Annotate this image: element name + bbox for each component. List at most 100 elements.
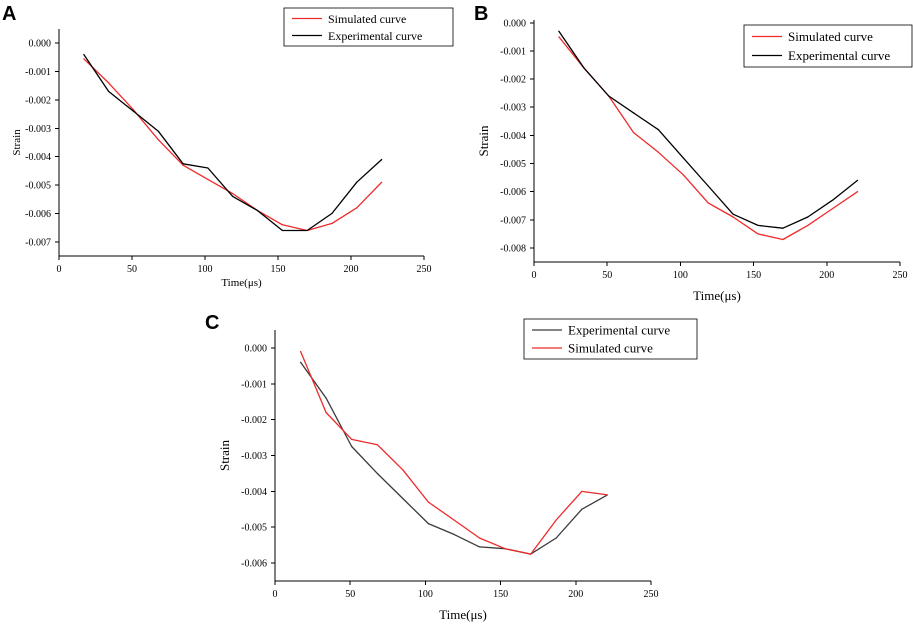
chart-panel-b: 0.000 -0.001 -0.002 -0.003 -0.004 -0.005 -0.00… [476, 18, 913, 303]
data-point-simulated-curve [478, 537, 481, 539]
data-point-simulated-curve [402, 469, 404, 471]
data-point-simulated-curve [182, 164, 184, 166]
data-point-experimental-curve [657, 129, 660, 131]
data-point-simulated-curve [807, 224, 809, 227]
y-tick-label: 0.000 [29, 39, 52, 50]
data-point-experimental-curve [281, 229, 283, 232]
legend-label-simulated-curve: Simulated curve [788, 29, 873, 44]
series-line-experimental-curve [83, 54, 383, 232]
data-point-simulated-curve [381, 181, 383, 183]
y-tick-label: -0.004 [25, 152, 51, 163]
data-point-simulated-curve [299, 350, 302, 353]
x-axis-title: Time(μs) [221, 277, 262, 289]
data-point-simulated-curve [453, 519, 455, 521]
data-point-simulated-curve [558, 36, 560, 38]
x-tick-label: 150 [746, 270, 761, 281]
data-point-simulated-curve [555, 519, 557, 521]
data-point-simulated-curve [232, 192, 234, 195]
x-tick-label: 50 [345, 589, 355, 600]
legend-box [743, 24, 913, 68]
data-point-experimental-curve [782, 227, 784, 229]
x-axis-title: Time(μs) [693, 288, 741, 303]
y-tick-label: -0.008 [500, 243, 526, 254]
data-point-simulated-curve [325, 411, 327, 414]
y-tick-label: -0.004 [241, 487, 267, 498]
data-point-experimental-curve [581, 508, 583, 510]
data-point-simulated-curve [504, 548, 506, 550]
y-tick-label: -0.002 [241, 415, 267, 426]
y-tick-label: 0.000 [245, 343, 268, 354]
data-point-simulated-curve [351, 438, 353, 440]
data-point-experimental-curve [732, 213, 734, 215]
data-point-experimental-curve [351, 445, 353, 448]
x-tick-label: 250 [893, 270, 908, 281]
x-tick-label: 200 [568, 589, 583, 600]
y-tick-label: -0.005 [241, 523, 267, 534]
x-tick-label: 0 [532, 270, 537, 281]
x-tick-label: 0 [57, 264, 62, 275]
chart-panel-c: 0.000 -0.001 -0.002 -0.003 -0.004 -0.005 -0.00… [217, 318, 698, 622]
series-line-simulated-curve [83, 58, 383, 232]
data-point-experimental-curve [453, 533, 455, 535]
data-point-experimental-curve [402, 497, 404, 500]
data-point-simulated-curve [157, 139, 159, 141]
data-point-experimental-curve [325, 397, 327, 399]
data-point-simulated-curve [581, 490, 583, 492]
data-point-simulated-curve [732, 216, 734, 218]
data-point-experimental-curve [632, 112, 635, 114]
y-tick-label: -0.002 [500, 75, 526, 86]
y-tick-label: -0.001 [25, 67, 51, 78]
data-point-experimental-curve [207, 167, 209, 169]
data-point-simulated-curve [108, 82, 110, 84]
data-point-simulated-curve [657, 151, 660, 153]
data-point-simulated-curve [427, 501, 430, 503]
y-tick-label: -0.006 [241, 559, 267, 570]
y-tick-label: -0.007 [500, 215, 526, 226]
data-point-experimental-curve [306, 229, 308, 232]
data-point-simulated-curve [856, 191, 859, 193]
data-point-experimental-curve [682, 157, 684, 159]
series-line-simulated-curve [300, 351, 608, 555]
y-tick-label: -0.007 [25, 237, 51, 248]
chart-panel-a: 0.000 -0.001 -0.002 -0.003 -0.004 -0.005 -0.00… [11, 7, 454, 289]
x-tick-label: 200 [344, 264, 359, 275]
data-point-experimental-curve [108, 90, 110, 93]
x-tick-label: 250 [644, 589, 659, 600]
legend-box [523, 318, 698, 360]
data-point-experimental-curve [807, 216, 809, 218]
y-axis-title: Strain [476, 125, 491, 157]
y-tick-label: -0.006 [25, 209, 51, 220]
data-point-simulated-curve [832, 207, 834, 210]
x-tick-label: 100 [198, 264, 213, 275]
data-point-simulated-curve [83, 58, 85, 60]
x-tick-label: 100 [418, 589, 433, 600]
data-point-simulated-curve [757, 233, 759, 235]
data-point-experimental-curve [182, 163, 184, 165]
panel-label-b: B [474, 3, 488, 25]
data-point-experimental-curve [331, 212, 333, 215]
y-tick-label: -0.003 [500, 103, 526, 114]
x-tick-label: 0 [273, 589, 278, 600]
x-tick-label: 150 [271, 264, 286, 275]
data-point-experimental-curve [558, 30, 560, 32]
y-tick-label: -0.005 [500, 159, 526, 170]
data-point-experimental-curve [376, 472, 378, 475]
data-point-experimental-curve [707, 185, 709, 187]
y-tick-label: -0.006 [500, 187, 526, 198]
data-point-experimental-curve [832, 199, 834, 201]
data-point-experimental-curve [856, 179, 859, 181]
data-point-simulated-curve [682, 174, 684, 176]
data-point-experimental-curve [256, 210, 259, 212]
y-tick-label: -0.001 [500, 46, 526, 57]
data-point-simulated-curve [606, 494, 608, 496]
y-tick-label: -0.004 [500, 131, 526, 142]
data-point-experimental-curve [757, 224, 759, 227]
data-point-experimental-curve [356, 181, 358, 183]
y-tick-label: -0.005 [25, 181, 51, 192]
data-point-simulated-curve [207, 178, 209, 180]
x-axis-title: Time(μs) [439, 607, 487, 622]
x-tick-label: 200 [819, 270, 834, 281]
data-point-experimental-curve [232, 195, 234, 198]
data-point-experimental-curve [427, 523, 430, 525]
x-tick-label: 50 [602, 270, 612, 281]
